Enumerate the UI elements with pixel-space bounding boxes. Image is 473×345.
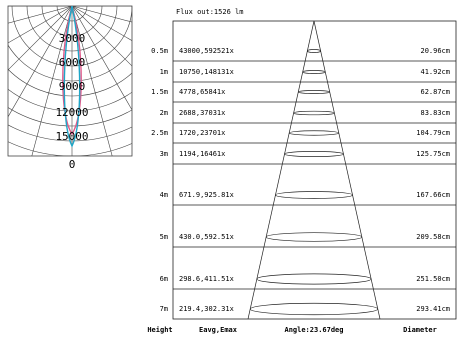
polar-spoke [71, 6, 113, 156]
row-diameter: 209.58cm [416, 233, 450, 241]
row-height: 7m [160, 305, 168, 313]
polar-spoke [71, 6, 132, 67]
cone-ellipse [284, 150, 344, 158]
polar-spoke [8, 6, 73, 44]
row-eavg-emax: 2688,37031x [179, 109, 225, 117]
footer-eavg-label: Eavg,Emax [199, 326, 238, 334]
polar-spoke [71, 6, 132, 23]
row-eavg-emax: 430.0,592.51x [179, 233, 234, 241]
footer-diameter-label: Diameter [403, 326, 437, 334]
row-eavg-emax: 4778,65841x [179, 88, 225, 96]
row-eavg-emax: 43000,592521x [179, 47, 234, 55]
row-eavg-emax: 1194,16461x [179, 150, 225, 158]
row-eavg-emax: 219.4,302.31x [179, 305, 234, 313]
polar-ring-label: 12000 [55, 106, 88, 119]
row-height: 3m [160, 150, 168, 158]
row-height: 0.5m [151, 47, 168, 55]
polar-ring-label: 3000 [59, 32, 86, 45]
row-height: 4m [160, 191, 168, 199]
table-rows [173, 60, 456, 290]
row-height: 2m [160, 109, 168, 117]
polar-curves [62, 6, 82, 148]
polar-spoke [8, 6, 73, 71]
row-height: 1.5m [151, 88, 168, 96]
polar-center-label: 0 [69, 158, 76, 171]
cone-ellipse [249, 302, 379, 316]
polar-ring-labels: 3000 6000 9000 12000 15000 [55, 32, 88, 143]
polar-curve [63, 6, 81, 148]
cone-ellipse [293, 110, 335, 116]
cone-ellipses [249, 49, 379, 316]
row-diameter: 293.41cm [416, 305, 450, 313]
cone-ellipse [302, 70, 326, 74]
cone-ellipse [275, 191, 353, 199]
row-diameter: 41.92cm [420, 68, 450, 76]
cone-left-edge [247, 20, 315, 320]
cone-ellipse [265, 232, 363, 242]
row-diameter: 20.96cm [420, 47, 450, 55]
row-height: 1m [160, 68, 168, 76]
cone-ellipse [307, 49, 321, 53]
row-eavg-emax: 671.9,925.81x [179, 191, 234, 199]
polar-ring-label: 9000 [59, 80, 86, 93]
flux-title: Flux out:1526 lm [176, 8, 243, 16]
footer-height-label: Height [147, 326, 172, 334]
row-height: 5m [160, 233, 168, 241]
polar-grid [8, 6, 132, 156]
polar-ring-label: 15000 [55, 130, 88, 143]
row-height: 2.5m [151, 129, 168, 137]
row-height: 6m [160, 275, 168, 283]
table-cells: 0.5m 43000,592521x 20.96cm 1m 10750,148131x 4… [151, 47, 450, 313]
illuminance-table: Flux out:1526 lm 0.5m 43000,592521x 20.96c… [147, 8, 457, 334]
cone-right-edge [313, 20, 381, 320]
row-diameter: 104.79cm [416, 129, 450, 137]
row-diameter: 62.87cm [420, 88, 450, 96]
polar-spoke [8, 6, 73, 24]
polar-spoke [71, 6, 132, 41]
polar-spoke [71, 6, 132, 111]
polar-ring-label: 6000 [59, 56, 86, 69]
row-eavg-emax: 1720,23701x [179, 129, 225, 137]
polar-spoke [8, 6, 73, 118]
row-eavg-emax: 10750,148131x [179, 68, 234, 76]
polar-curve [62, 6, 82, 136]
row-diameter: 167.66cm [416, 191, 450, 199]
cone-ellipse [288, 130, 340, 136]
row-diameter: 251.50cm [416, 275, 450, 283]
row-eavg-emax: 298.6,411.51x [179, 275, 234, 283]
row-diameter: 83.83cm [420, 109, 450, 117]
cone-ellipse [256, 273, 372, 285]
polar-spoke [31, 6, 73, 156]
polar-diagram: 3000 6000 9000 12000 15000 0 [7, 5, 133, 171]
cone-lines [247, 20, 381, 320]
row-diameter: 125.75cm [416, 150, 450, 158]
cone-ellipse [297, 90, 331, 94]
footer-angle-label: Angle:23.67deg [284, 326, 343, 334]
